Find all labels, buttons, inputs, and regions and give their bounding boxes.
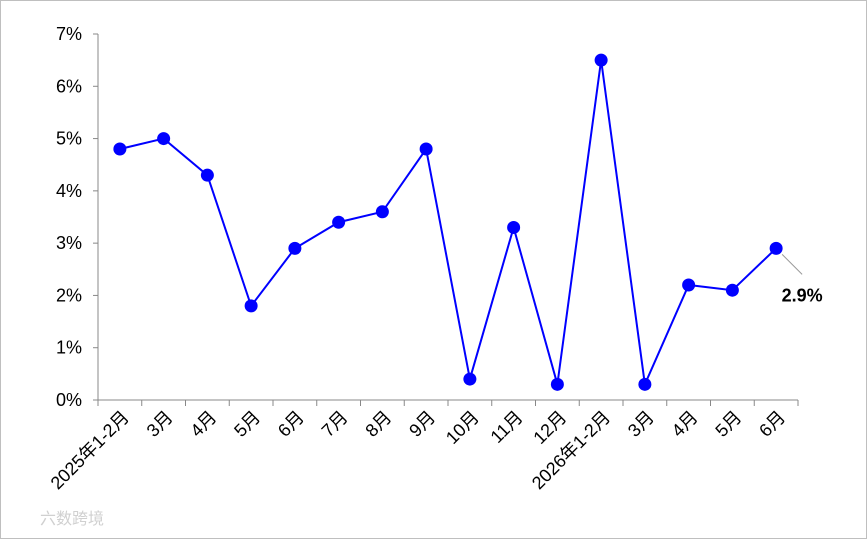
y-tick-label: 5% [56, 129, 82, 149]
point [594, 53, 608, 67]
y-tick-label: 2% [56, 285, 82, 305]
point [332, 215, 346, 229]
point [419, 142, 433, 156]
y-tick-label: 0% [56, 390, 82, 410]
y-tick-label: 4% [56, 181, 82, 201]
y-tick-label: 3% [56, 233, 82, 253]
point [507, 220, 521, 234]
point [375, 205, 389, 219]
point [288, 241, 302, 255]
y-tick-label: 6% [56, 76, 82, 96]
series-line [119, 60, 777, 388]
point [769, 241, 783, 255]
point [244, 299, 258, 313]
point [638, 377, 652, 391]
point [463, 372, 477, 386]
point [725, 283, 739, 297]
point [550, 377, 564, 391]
y-tick-label: 1% [56, 338, 82, 358]
point [113, 142, 127, 156]
watermark: 六数跨境 [40, 509, 104, 528]
point [682, 278, 696, 292]
data-label: 2.9% [782, 285, 823, 305]
point [200, 168, 214, 182]
point [157, 132, 171, 146]
y-tick-label: 7% [56, 24, 82, 44]
label-leader [781, 254, 803, 275]
